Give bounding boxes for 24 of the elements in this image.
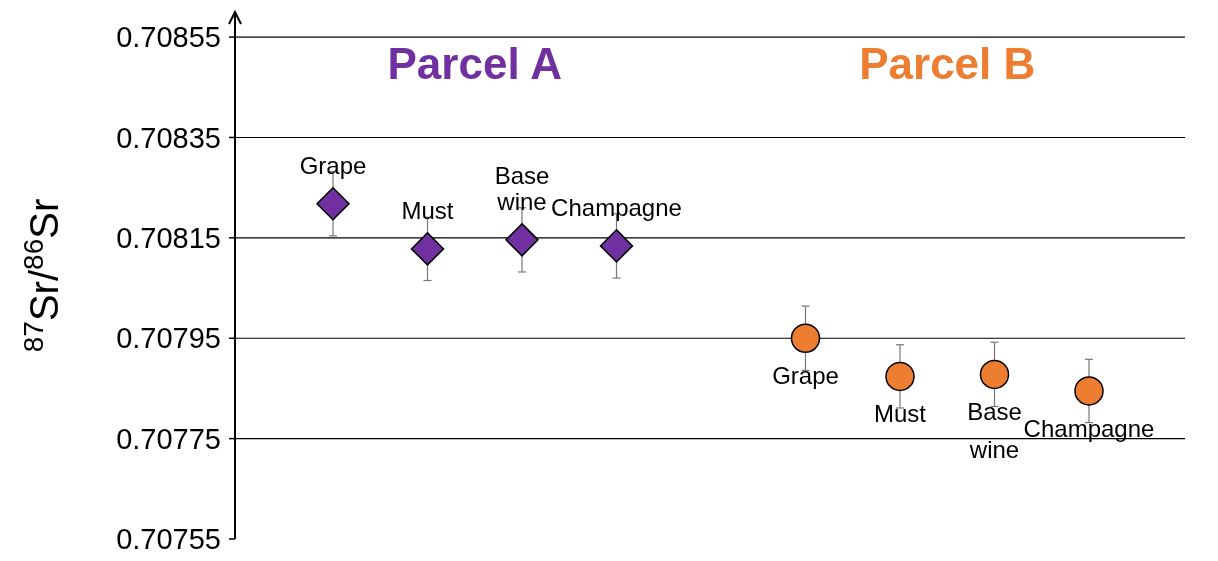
x-tick-label: Base wine bbox=[967, 398, 1022, 464]
point bbox=[599, 229, 634, 263]
point bbox=[316, 186, 350, 221]
x-tick-label: Must bbox=[873, 400, 927, 428]
x-tick-label: Base wine bbox=[494, 161, 550, 215]
text: Parcel B bbox=[859, 39, 1036, 89]
text: Parcel A bbox=[387, 39, 562, 89]
y-tick-label: 0.70755 bbox=[116, 523, 221, 556]
x-tick-label: Champagne bbox=[1023, 414, 1155, 442]
y-tick-label: 0.70795 bbox=[116, 322, 221, 355]
x-tick-label: Champagne bbox=[551, 193, 682, 221]
point bbox=[505, 223, 539, 257]
point bbox=[979, 359, 1010, 390]
point bbox=[790, 323, 821, 353]
y-tick-label: 0.70835 bbox=[116, 121, 221, 154]
x-tick-label: Grape bbox=[772, 362, 839, 390]
point bbox=[885, 361, 915, 392]
y-tick-label: 0.70775 bbox=[116, 422, 221, 455]
x-tick-label: Must bbox=[401, 196, 454, 224]
point bbox=[410, 232, 445, 266]
point bbox=[1074, 376, 1104, 406]
y-tick-label: 0.70815 bbox=[116, 222, 221, 255]
x-tick-label: Grape bbox=[299, 151, 367, 179]
y-tick-label: 0.70855 bbox=[116, 21, 221, 54]
